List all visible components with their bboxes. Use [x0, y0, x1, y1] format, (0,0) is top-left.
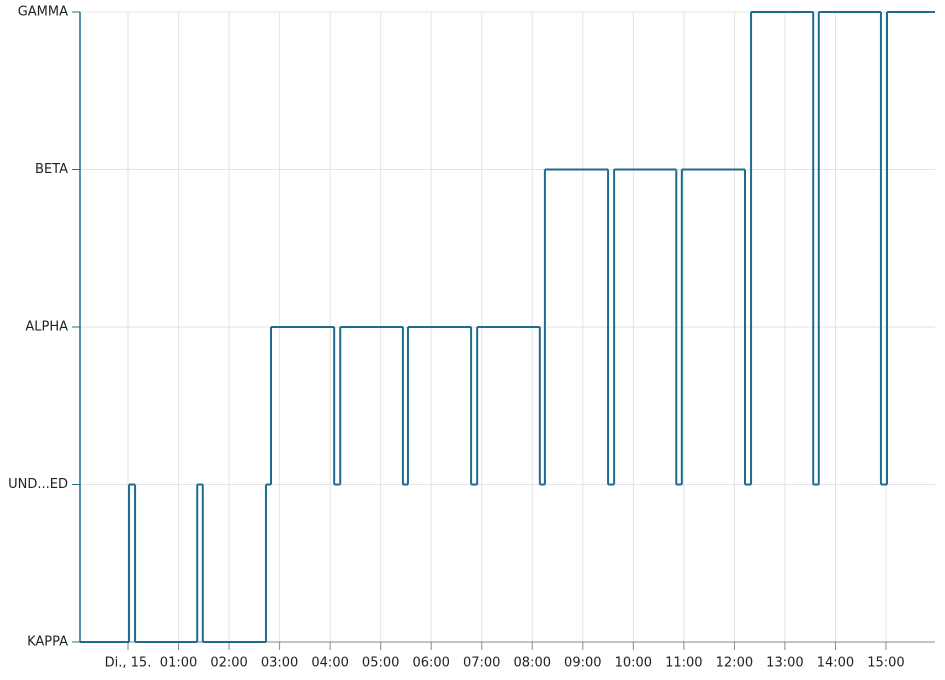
x-tick-label: 06:00	[412, 656, 449, 671]
x-tick-label: 05:00	[362, 656, 399, 671]
x-tick-label: 02:00	[210, 656, 247, 671]
x-tick-label: 03:00	[261, 656, 298, 671]
x-tick-label: 04:00	[311, 656, 348, 671]
y-tick-label: GAMMA	[18, 5, 68, 20]
x-tick-label: 12:00	[716, 656, 753, 671]
x-tick-label: 14:00	[817, 656, 854, 671]
x-tick-label: 08:00	[514, 656, 551, 671]
x-tick-label: 07:00	[463, 656, 500, 671]
x-tick-label: 13:00	[766, 656, 803, 671]
x-tick-label: 11:00	[665, 656, 702, 671]
x-tick-label: 15:00	[867, 656, 904, 671]
y-tick-label: KAPPA	[27, 635, 68, 650]
x-tick-label: 10:00	[615, 656, 652, 671]
x-tick-label: Di., 15.	[105, 656, 152, 671]
x-tick-label: 09:00	[564, 656, 601, 671]
y-tick-label: UND...ED	[8, 477, 68, 492]
x-tick-label: 01:00	[160, 656, 197, 671]
y-tick-label: ALPHA	[25, 320, 68, 335]
y-tick-label: BETA	[35, 162, 68, 177]
